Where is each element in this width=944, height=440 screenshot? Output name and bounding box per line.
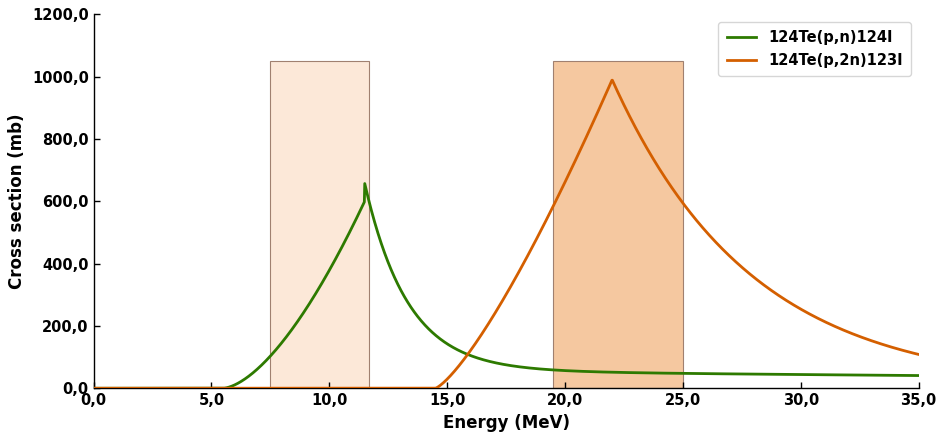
124Te(p,n)124I bbox=[130, 385, 142, 391]
Bar bbox=[270, 61, 369, 388]
124Te(p,n)124I bbox=[888, 373, 900, 378]
124Te(p,2n)123I bbox=[888, 345, 900, 351]
124Te(p,2n)123I bbox=[466, 345, 478, 350]
124Te(p,2n)123I bbox=[888, 345, 900, 351]
124Te(p,2n)123I bbox=[737, 266, 749, 271]
Line: 124Te(p,n)124I: 124Te(p,n)124I bbox=[93, 183, 918, 388]
124Te(p,2n)123I bbox=[912, 352, 923, 357]
Line: 124Te(p,2n)123I: 124Te(p,2n)123I bbox=[93, 80, 918, 388]
Bar bbox=[552, 61, 683, 388]
124Te(p,n)124I bbox=[489, 360, 500, 365]
124Te(p,n)124I bbox=[359, 181, 370, 186]
Legend: 124Te(p,n)124I, 124Te(p,2n)123I: 124Te(p,n)124I, 124Te(p,2n)123I bbox=[717, 22, 910, 77]
124Te(p,2n)123I bbox=[88, 385, 99, 391]
124Te(p,2n)123I bbox=[130, 385, 142, 391]
124Te(p,n)124I bbox=[737, 371, 749, 377]
124Te(p,n)124I bbox=[467, 354, 479, 359]
124Te(p,n)124I bbox=[88, 385, 99, 391]
X-axis label: Energy (MeV): Energy (MeV) bbox=[442, 414, 569, 432]
124Te(p,n)124I bbox=[888, 373, 900, 378]
124Te(p,n)124I bbox=[912, 373, 923, 378]
Y-axis label: Cross section (mb): Cross section (mb) bbox=[8, 114, 26, 289]
124Te(p,2n)123I bbox=[606, 77, 617, 83]
124Te(p,2n)123I bbox=[489, 311, 500, 316]
